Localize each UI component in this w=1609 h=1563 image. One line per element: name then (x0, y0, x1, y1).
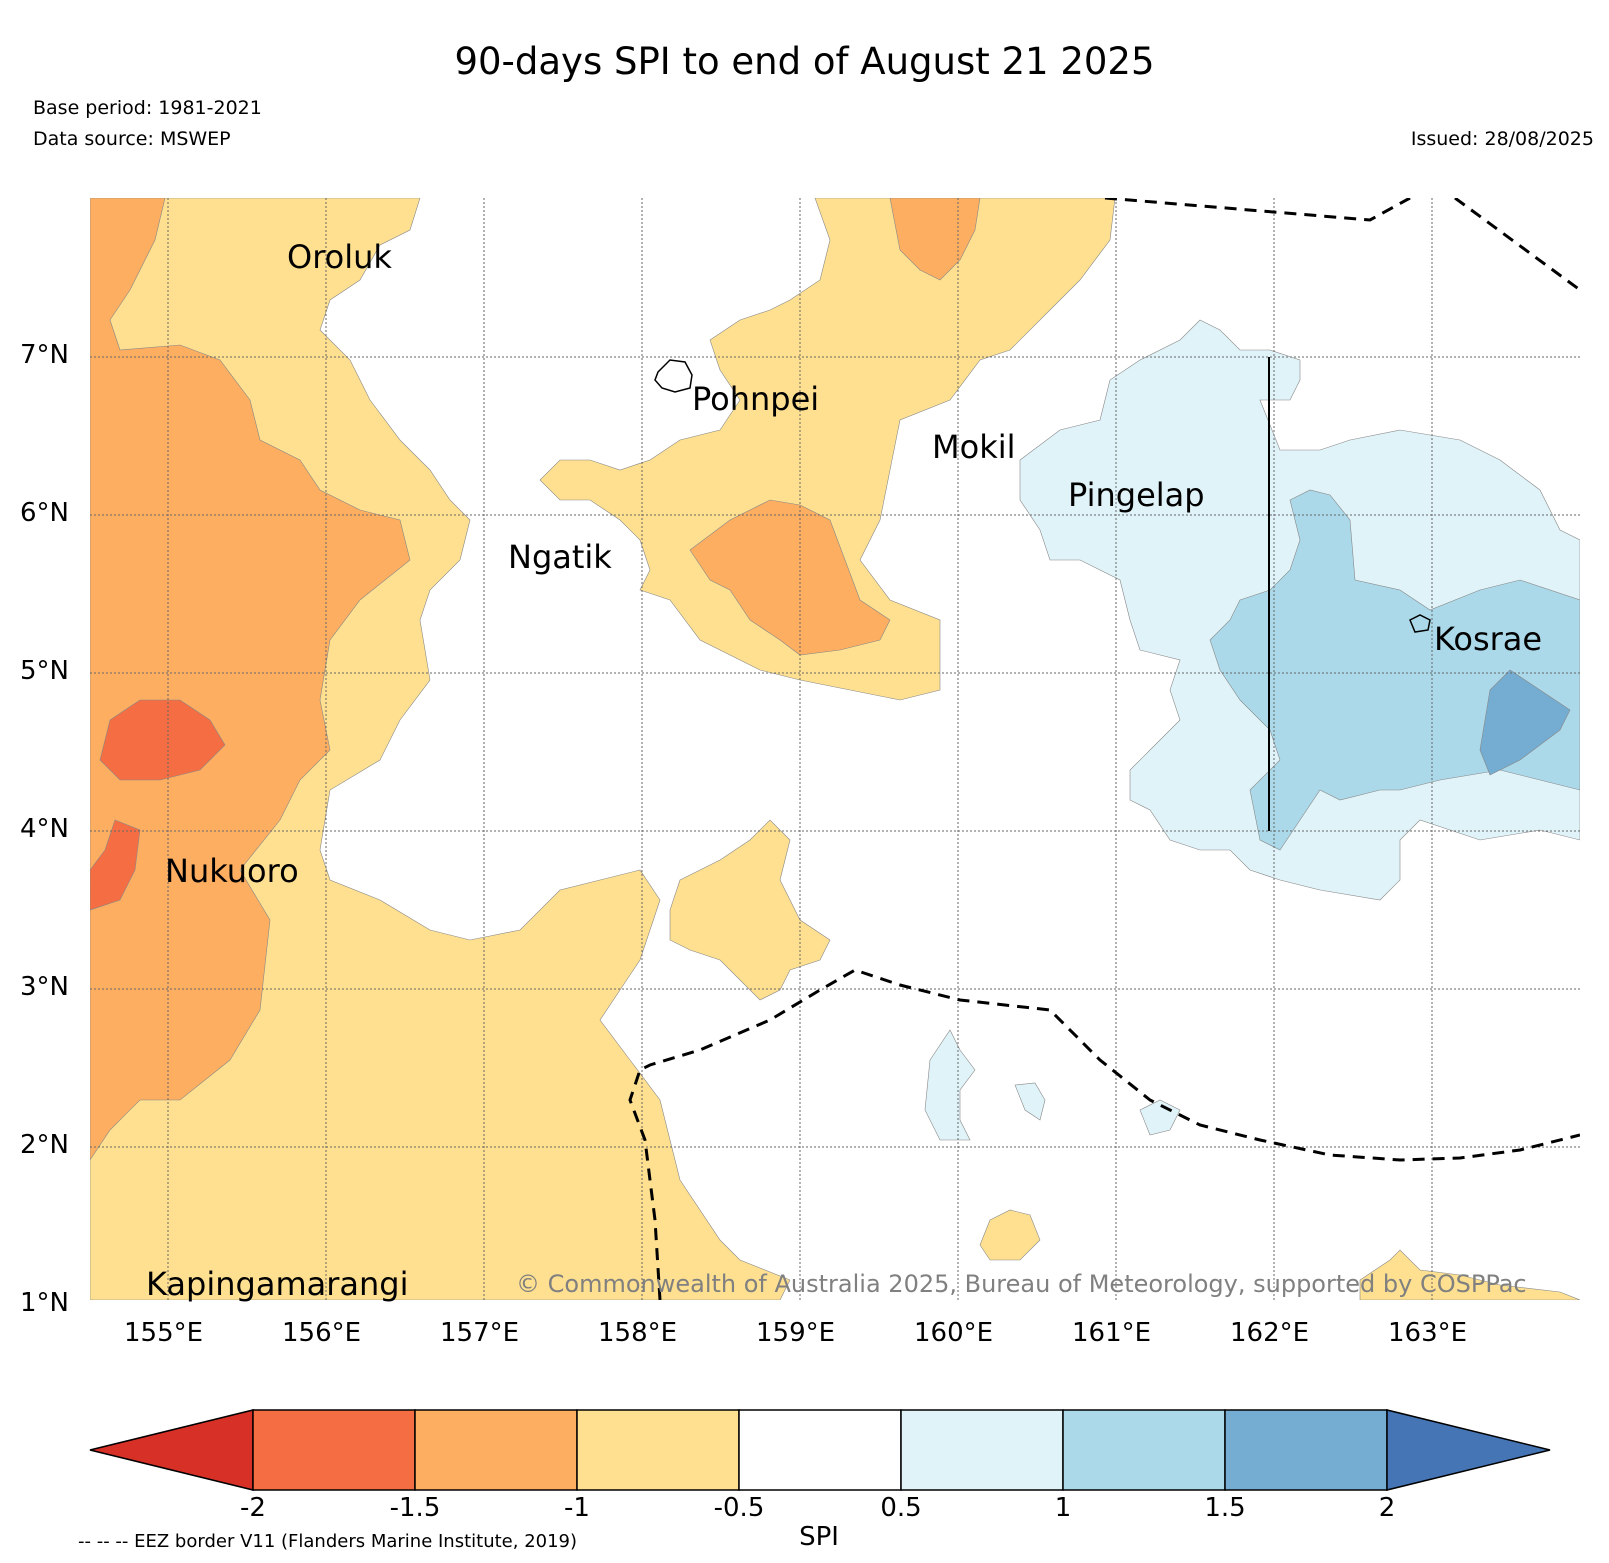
lon-label: 161°E (1072, 1318, 1152, 1348)
copyright-text: © Commonwealth of Australia 2025, Bureau… (516, 1270, 1527, 1298)
colorbar-bin-2 (414, 1409, 578, 1491)
lon-label: 158°E (598, 1318, 678, 1348)
colorbar (89, 1409, 1551, 1491)
base-period-text: Base period: 1981-2021 (33, 97, 262, 119)
spi-region-dry-moderate-patch-east (1359, 1249, 1580, 1300)
colorbar-tick-label: -1.5 (389, 1493, 441, 1523)
issued-date-text: Issued: 28/08/2025 (1410, 128, 1594, 150)
place-label-nukuoro: Nukuoro (165, 852, 299, 890)
colorbar-tick-label: 1.5 (1204, 1493, 1246, 1523)
lon-label: 160°E (914, 1318, 994, 1348)
lon-label: 155°E (124, 1318, 204, 1348)
place-label-pingelap: Pingelap (1068, 476, 1205, 514)
colorbar-tick-label: -0.5 (713, 1493, 765, 1523)
spi-region-dry-extreme-1 (99, 699, 226, 781)
place-label-kosrae: Kosrae (1434, 620, 1543, 658)
spi-region-dry-moderate-south (669, 819, 831, 1001)
eez-border-north (1104, 198, 1580, 292)
data-source-text: Data source: MSWEP (33, 128, 231, 150)
eez-legend-note: -- -- -- EEZ border V11 (Flanders Marine… (78, 1531, 578, 1552)
lat-label: 1°N (20, 1288, 69, 1318)
lon-label: 157°E (440, 1318, 520, 1348)
colorbar-bin-6 (1062, 1409, 1226, 1491)
eez-border-south (628, 968, 1580, 1300)
place-label-kapingamarangi: Kapingamarangi (146, 1265, 409, 1303)
colorbar-title: SPI (799, 1522, 839, 1552)
kosrae-island-outline (1409, 614, 1431, 633)
place-label-ngatik: Ngatik (508, 538, 612, 576)
lat-label: 3°N (20, 972, 69, 1002)
lat-label: 5°N (20, 656, 69, 686)
colorbar-bin-7 (1224, 1409, 1388, 1491)
colorbar-tick-label: -2 (240, 1493, 266, 1523)
lat-label: 6°N (20, 498, 69, 528)
place-label-mokil: Mokil (932, 428, 1016, 466)
lon-label: 163°E (1388, 1318, 1468, 1348)
colorbar-tick-label: 1 (1054, 1493, 1072, 1523)
place-label-oroluk: Oroluk (287, 238, 392, 276)
colorbar-bin-3 (576, 1409, 740, 1491)
pohnpei-island-outline (654, 359, 693, 393)
colorbar-extend-high (1386, 1409, 1551, 1491)
spi-region-dry-moderate-patch (979, 1209, 1041, 1261)
spi-region-wet-moderate-patch-3 (1014, 1082, 1046, 1121)
colorbar-tick-label: 0.5 (880, 1493, 922, 1523)
place-label-pohnpei: Pohnpei (692, 380, 820, 418)
lat-label: 7°N (20, 340, 69, 370)
spi-region-dry-severe-central (689, 499, 891, 656)
spi-region-dry-moderate-central (539, 198, 1116, 701)
map-title: 90-days SPI to end of August 21 2025 (454, 40, 1155, 83)
spi-region-dry-extreme-2 (90, 819, 141, 911)
lon-label: 156°E (282, 1318, 362, 1348)
colorbar-tick-label: 2 (1378, 1493, 1396, 1523)
colorbar-tick-label: -1 (564, 1493, 590, 1523)
colorbar-bin-5 (900, 1409, 1064, 1491)
lon-label: 159°E (756, 1318, 836, 1348)
lat-label: 2°N (20, 1130, 69, 1160)
lat-gridlines (90, 356, 1580, 1148)
colorbar-extend-low (89, 1409, 254, 1491)
spi-region-wet-moderate-patch (924, 1029, 976, 1141)
colorbar-bin-4 (738, 1409, 902, 1491)
lat-label: 4°N (20, 814, 69, 844)
spi-region-wet-extreme (1479, 669, 1571, 776)
colorbar-bin-1 (252, 1409, 416, 1491)
lon-label: 162°E (1230, 1318, 1310, 1348)
spi-region-dry-severe-west (90, 198, 411, 1161)
spi-region-wet-moderate-patch-2 (1139, 1099, 1181, 1136)
